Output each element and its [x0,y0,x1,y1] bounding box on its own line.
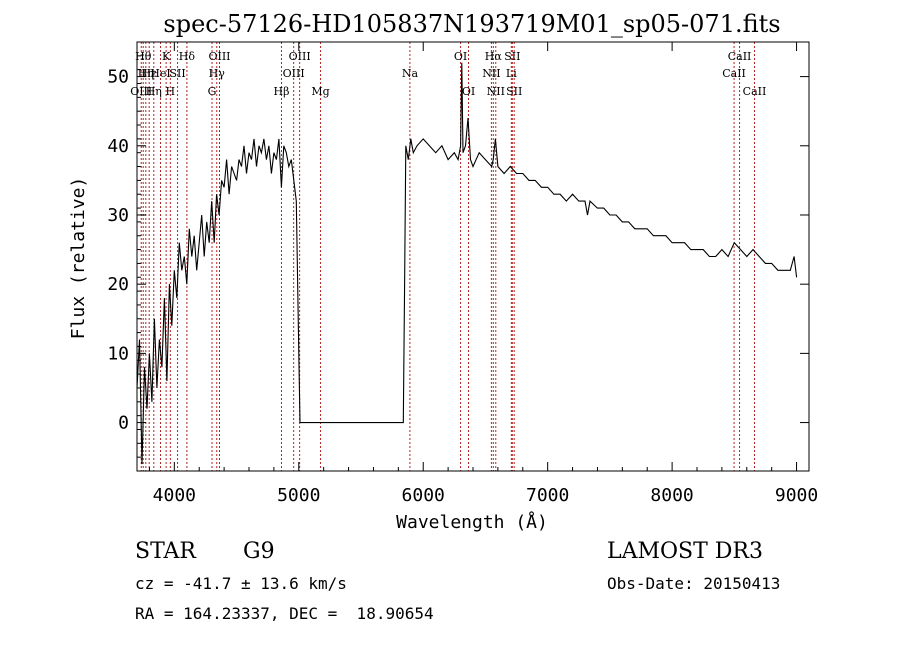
emission-line-markers [140,42,755,471]
object-subclass: G9 [243,539,275,564]
x-tick-label-9000: 9000 [775,485,818,506]
line-marker-label-5: HeI [150,67,170,80]
obs-date-readout: Obs-Date: 20150413 [607,574,781,593]
coordinates-readout: RA = 164.23337, DEC = 18.90654 [135,604,434,623]
y-axis-ticks: 0 10 20 30 40 50 [107,41,809,458]
line-marker-label-21: Hα [485,50,503,63]
spectrum-chart: spec-57126-HD105837N193719M01_sp05-071.f… [68,10,818,533]
line-marker-label-28: CaII [743,85,767,98]
x-tick-label-5000: 5000 [277,485,320,506]
y-tick-label-10: 10 [107,343,129,364]
y-tick-label-40: 40 [107,136,129,157]
y-tick-label-50: 50 [107,67,129,88]
line-marker-label-11: Hγ [209,67,226,80]
line-marker-label-27: CaII [728,50,752,63]
line-marker-label-10: G [208,85,217,98]
line-marker-label-6: K [162,50,171,63]
redshift-readout: cz = -41.7 ± 13.6 km/s [135,574,347,593]
survey-name: LAMOST DR3 [607,539,763,564]
plot-frame [136,41,810,472]
line-marker-label-17: Na [402,67,419,80]
line-marker-label-8: SII [169,67,185,80]
line-marker-label-24: SII [504,50,520,63]
line-marker-label-20: NII [482,67,500,80]
emission-line-labels: OIIIHθHηHεHηHeIKHSIIHδGHγOIIIHβOIIIOIIIM… [130,50,766,98]
line-marker-label-4: Hη [146,85,162,98]
x-axis-label: Wavelength (Å) [396,511,548,533]
line-marker-label-15: OIII [289,50,311,63]
line-marker-label-19: OI [462,85,475,98]
line-marker-label-14: OIII [283,67,305,80]
object-class: STAR [135,539,196,564]
line-marker-label-13: Hβ [274,85,290,98]
line-marker-label-23: Li [506,67,517,80]
line-marker-label-7: H [166,85,176,98]
line-marker-label-9: Hδ [179,50,196,63]
y-tick-label-30: 30 [107,205,129,226]
line-marker-label-12: OIII [208,50,230,63]
line-marker-label-22: NII [487,85,505,98]
line-marker-label-18: OI [454,50,467,63]
line-marker-label-25: SII [506,85,522,98]
y-tick-label-20: 20 [107,274,129,295]
x-axis-ticks: 4000 5000 6000 7000 8000 9000 [148,42,818,506]
line-marker-label-0: OIII [130,85,152,98]
x-tick-label-7000: 7000 [526,485,569,506]
x-tick-label-4000: 4000 [153,485,196,506]
spectrum-series-line [136,62,798,465]
y-tick-label-0: 0 [118,413,129,434]
line-marker-label-16: Mg [311,85,329,98]
line-marker-label-26: CaII [722,67,746,80]
line-marker-label-1: Hθ [135,50,152,63]
chart-title: spec-57126-HD105837N193719M01_sp05-071.f… [163,10,780,38]
y-axis-label: Flux (relative) [68,177,89,340]
x-tick-label-8000: 8000 [650,485,693,506]
x-tick-label-6000: 6000 [402,485,445,506]
